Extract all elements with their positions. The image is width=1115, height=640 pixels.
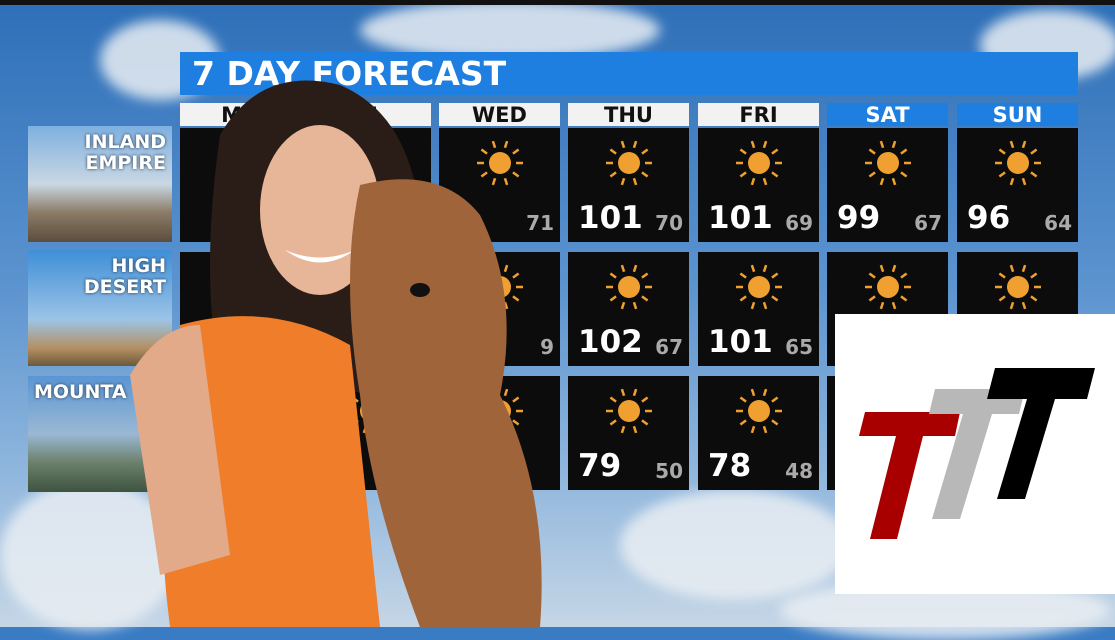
day-header-sun: SUN bbox=[957, 103, 1078, 127]
sun-icon bbox=[606, 264, 652, 310]
forecast-cell-desert-fri: 101 65 bbox=[698, 252, 819, 366]
sun-icon bbox=[606, 388, 652, 434]
high-temp: 101 bbox=[708, 200, 773, 236]
sun-icon bbox=[865, 264, 911, 310]
day-header-thu: THU bbox=[568, 103, 689, 127]
low-temp: 9 bbox=[540, 335, 554, 359]
arm bbox=[130, 325, 230, 575]
low-temp: 69 bbox=[785, 211, 813, 235]
high-temp: 101 bbox=[578, 200, 643, 236]
logo-mark bbox=[859, 368, 1095, 539]
sun-icon bbox=[477, 140, 523, 186]
region-high-desert: HIGH DESERT bbox=[28, 250, 172, 366]
high-temp: 99 bbox=[837, 200, 881, 236]
ttt-logo bbox=[835, 314, 1115, 594]
logo-t-red bbox=[859, 412, 960, 539]
sun-icon bbox=[995, 140, 1041, 186]
high-temp: 78 bbox=[708, 448, 752, 484]
forecast-cell-inland-thu: 101 70 bbox=[568, 128, 689, 242]
high-temp: 96 bbox=[967, 200, 1011, 236]
forecast-cell-inland-sun: 96 64 bbox=[957, 128, 1078, 242]
cloud bbox=[360, 0, 660, 60]
logo-t-gray bbox=[929, 389, 1025, 519]
day-header-sat: SAT bbox=[827, 103, 948, 127]
sun-icon bbox=[736, 140, 782, 186]
sun-icon bbox=[736, 388, 782, 434]
low-temp: 67 bbox=[655, 335, 683, 359]
puppy bbox=[350, 179, 542, 627]
sun-icon bbox=[865, 140, 911, 186]
puppy-nose bbox=[410, 283, 430, 297]
sun-icon bbox=[995, 264, 1041, 310]
forecast-cell-inland-sat: 99 67 bbox=[827, 128, 948, 242]
region-label: INLAND EMPIRE bbox=[84, 131, 166, 174]
low-temp: 71 bbox=[526, 211, 554, 235]
low-temp: 50 bbox=[655, 459, 683, 483]
smile bbox=[285, 250, 355, 263]
sun-icon bbox=[606, 140, 652, 186]
low-temp: 48 bbox=[785, 459, 813, 483]
cloud bbox=[620, 490, 850, 600]
forecast-cell-mountain-fri: 78 48 bbox=[698, 376, 819, 490]
region-inland-empire: INLAND EMPIRE bbox=[28, 126, 172, 242]
low-temp: 70 bbox=[655, 211, 683, 235]
logo-t-black bbox=[987, 368, 1095, 499]
region-label: MOUNTA bbox=[34, 381, 127, 403]
low-temp: 65 bbox=[785, 335, 813, 359]
region-label: HIGH DESERT bbox=[83, 255, 166, 298]
sun-icon bbox=[736, 264, 782, 310]
day-header-wed: WED bbox=[439, 103, 560, 127]
day-header-fri: FRI bbox=[698, 103, 819, 127]
top-border bbox=[0, 0, 1115, 5]
presenter-with-puppy bbox=[130, 80, 542, 627]
high-temp: 79 bbox=[578, 448, 622, 484]
high-temp: 101 bbox=[708, 324, 773, 360]
forecast-cell-desert-thu: 102 67 bbox=[568, 252, 689, 366]
low-temp: 67 bbox=[914, 211, 942, 235]
low-temp: 64 bbox=[1044, 211, 1072, 235]
high-temp: 102 bbox=[578, 324, 643, 360]
forecast-cell-mountain-thu: 79 50 bbox=[568, 376, 689, 490]
forecast-cell-inland-fri: 101 69 bbox=[698, 128, 819, 242]
